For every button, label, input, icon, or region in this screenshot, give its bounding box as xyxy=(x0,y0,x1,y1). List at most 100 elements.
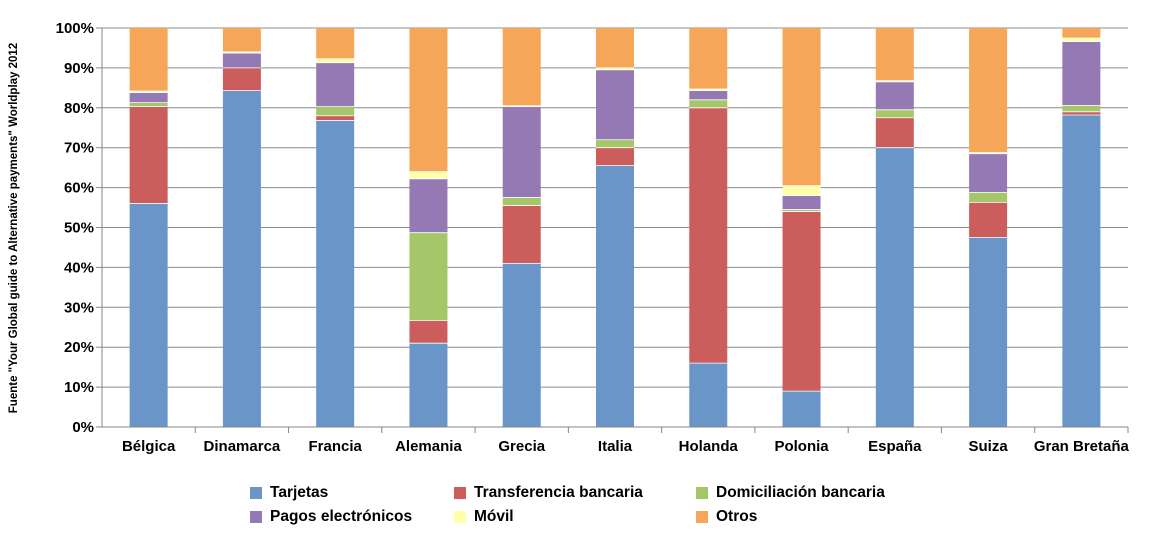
bar-segment xyxy=(782,28,821,186)
bar-segment xyxy=(969,192,1008,203)
bar-segment xyxy=(969,152,1008,154)
bar-segment xyxy=(129,106,168,204)
legend-swatch-pagos xyxy=(250,511,262,523)
legend-item-domiciliacion: Domiciliación bancaria xyxy=(696,484,885,502)
legend-item-tarjetas: Tarjetas xyxy=(250,484,328,502)
bar-segment xyxy=(969,153,1008,193)
legend-label-movil: Móvil xyxy=(474,508,514,525)
x-tick-label: Grecia xyxy=(498,438,545,455)
bar-segment xyxy=(596,147,634,166)
bar-segment xyxy=(129,92,168,103)
bar-segment xyxy=(1062,105,1101,112)
bar-segment xyxy=(596,139,634,148)
x-tick-labels: Bélgica Dinamarca Francia Alemania Grecia Ita… xyxy=(122,438,1130,455)
legend-swatch-transferencia xyxy=(454,487,466,499)
legend-label-pagos: Pagos electrónicos xyxy=(270,508,413,525)
bar-segment xyxy=(689,107,728,364)
bar-segment xyxy=(596,28,634,68)
x-tick-label: Polonia xyxy=(774,438,829,455)
y-tick-label: 0% xyxy=(72,419,94,436)
bar-segment xyxy=(782,195,821,210)
bar-segment xyxy=(596,67,634,70)
bar-segment xyxy=(689,28,728,90)
bar-segment xyxy=(875,81,914,110)
bar-segment xyxy=(129,102,168,107)
bar-segment xyxy=(316,115,355,121)
bar-segment xyxy=(689,90,728,100)
bar-segment xyxy=(316,28,355,59)
bar-segment xyxy=(222,67,261,91)
bar-segment xyxy=(875,147,914,427)
x-tick-label: Gran Bretaña xyxy=(1034,438,1130,455)
bar-segment xyxy=(1062,37,1101,42)
x-tick-label: Alemania xyxy=(395,438,462,455)
bar-segment xyxy=(1062,111,1101,115)
bar-segment xyxy=(782,185,821,196)
legend-label-domiciliacion: Domiciliación bancaria xyxy=(716,484,885,501)
x-tick-label: España xyxy=(868,438,922,455)
legend-swatch-tarjetas xyxy=(250,487,262,499)
bar-segment xyxy=(875,80,914,82)
bar-segment xyxy=(1062,114,1101,428)
y-axis-label: Fuente "Your Global guide to Alternative… xyxy=(8,43,20,413)
bar-segment xyxy=(129,91,168,93)
bar-segment xyxy=(502,205,541,264)
legend-item-pagos: Pagos electrónicos xyxy=(250,508,412,526)
y-tick-label: 90% xyxy=(64,60,94,77)
y-tick-label: 60% xyxy=(64,180,94,197)
bar-segment xyxy=(129,28,168,92)
bar-segment xyxy=(596,69,634,140)
bar-segment xyxy=(969,202,1008,238)
x-tick-label: Bélgica xyxy=(122,438,176,455)
bar-segment xyxy=(222,90,261,427)
bar-segment xyxy=(875,28,914,81)
bar-segment xyxy=(129,203,168,427)
bar-segment xyxy=(316,120,355,428)
legend-label-otros: Otros xyxy=(716,508,758,525)
bar-segment xyxy=(502,106,541,198)
legend-swatch-movil xyxy=(454,511,466,523)
bar-segment xyxy=(409,232,448,321)
bar-segment xyxy=(502,263,541,427)
bar-segment xyxy=(409,320,448,344)
bar-segment xyxy=(689,89,728,91)
legend-item-transferencia: Transferencia bancaria xyxy=(454,484,643,502)
bar-segment xyxy=(1062,28,1101,38)
x-tick-label: Suiza xyxy=(968,438,1008,455)
y-tick-label: 100% xyxy=(56,20,94,37)
bar-segment xyxy=(222,53,261,68)
bar-segment xyxy=(502,197,541,206)
bar-segment xyxy=(689,363,728,427)
bar-segment xyxy=(875,109,914,118)
legend-label-tarjetas: Tarjetas xyxy=(270,484,329,501)
bar-segment xyxy=(782,211,821,392)
bar-segment xyxy=(969,237,1008,427)
bar-segment xyxy=(409,343,448,427)
bar-segment xyxy=(409,28,448,172)
axes xyxy=(96,28,1128,428)
bar-segment xyxy=(316,58,355,63)
legend-swatch-otros xyxy=(696,511,708,523)
x-tick-label: Francia xyxy=(309,438,363,455)
y-tick-labels: 0% 10% 20% 30% 40% 50% 60% 70% 80% 90% 100% xyxy=(56,20,94,436)
bar-segment xyxy=(1062,41,1101,106)
bar-segment xyxy=(222,51,261,54)
legend-label-transferencia: Transferencia bancaria xyxy=(474,484,643,501)
legend-item-otros: Otros xyxy=(696,508,757,526)
bar-segment xyxy=(316,106,355,116)
bar-segment xyxy=(409,178,448,233)
x-tick-label: Holanda xyxy=(679,438,739,455)
bar-segment xyxy=(875,117,914,148)
y-tick-label: 50% xyxy=(64,220,94,237)
bar-segment xyxy=(222,28,261,52)
y-tick-label: 40% xyxy=(64,259,94,276)
bar-segment xyxy=(316,62,355,107)
bar-segment xyxy=(596,165,634,427)
bar-segment xyxy=(969,28,1008,153)
stacked-bar-chart: 0% 10% 20% 30% 40% 50% 60% 70% 80% 90% 100% Bélgic… xyxy=(8,20,1130,455)
x-tick-label: Italia xyxy=(598,438,633,455)
legend-item-movil: Móvil xyxy=(454,508,514,526)
y-tick-label: 70% xyxy=(64,140,94,157)
y-tick-label: 30% xyxy=(64,299,94,316)
bar-segment xyxy=(782,391,821,427)
